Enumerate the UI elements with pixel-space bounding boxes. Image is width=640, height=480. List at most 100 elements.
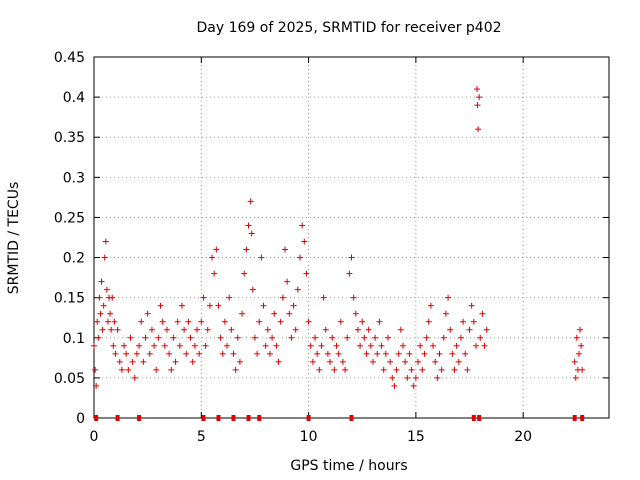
data-point [307, 342, 314, 349]
data-point [284, 278, 291, 285]
data-point [436, 350, 443, 357]
data-point [290, 302, 297, 309]
data-point [241, 270, 248, 277]
data-point [324, 350, 331, 357]
data-point [320, 294, 327, 301]
data-point [148, 326, 155, 333]
data-point [125, 366, 132, 373]
data-point [474, 86, 481, 93]
data-point [170, 334, 177, 341]
data-point [146, 350, 153, 357]
data-point [372, 334, 379, 341]
baseline-marker [477, 415, 482, 421]
data-point [449, 350, 456, 357]
data-point [138, 318, 145, 325]
data-point [412, 374, 419, 381]
y-tick-label: 0.15 [54, 291, 85, 307]
y-tick-label: 0.35 [54, 130, 85, 146]
data-point [176, 342, 183, 349]
data-point [445, 294, 452, 301]
data-point [178, 302, 185, 309]
data-point [357, 342, 364, 349]
data-point [577, 326, 584, 333]
baseline-marker [257, 415, 262, 421]
data-point [369, 358, 376, 365]
data-point [402, 358, 409, 365]
baseline-marker [216, 415, 221, 421]
data-point [234, 334, 241, 341]
data-point [572, 374, 579, 381]
data-point [266, 350, 273, 357]
data-point [92, 366, 99, 373]
y-tick-label: 0.3 [63, 170, 85, 186]
data-point [123, 350, 130, 357]
plot-frame [93, 56, 610, 419]
baseline-marker [201, 415, 206, 421]
data-point [318, 342, 325, 349]
data-point [211, 270, 218, 277]
data-point [451, 366, 458, 373]
data-point [256, 318, 263, 325]
data-point [104, 318, 111, 325]
data-point [327, 358, 334, 365]
x-axis-label: GPS time / hours [290, 458, 407, 474]
data-point [101, 254, 108, 261]
data-point [279, 294, 286, 301]
data-point [476, 94, 483, 101]
data-point [462, 350, 469, 357]
baseline-marker [137, 415, 142, 421]
data-point [575, 350, 582, 357]
data-point [466, 326, 473, 333]
data-point [131, 374, 138, 381]
data-point [213, 246, 220, 253]
y-tick-label: 0.2 [63, 251, 85, 267]
data-point [118, 366, 125, 373]
data-point [404, 374, 411, 381]
data-point [114, 326, 121, 333]
data-point [474, 102, 481, 109]
data-point [406, 350, 413, 357]
data-point [468, 302, 475, 309]
data-point [215, 302, 222, 309]
data-point [107, 310, 114, 317]
data-point [99, 326, 106, 333]
data-point [457, 334, 464, 341]
data-point [239, 310, 246, 317]
data-point [453, 342, 460, 349]
data-point [228, 326, 235, 333]
data-point [209, 254, 216, 261]
data-point [408, 366, 415, 373]
data-point [183, 350, 190, 357]
data-point [363, 350, 370, 357]
data-point [387, 358, 394, 365]
x-tick-label: 10 [300, 429, 318, 445]
data-point [202, 342, 209, 349]
data-point [423, 334, 430, 341]
data-point [100, 302, 107, 309]
data-point [579, 366, 586, 373]
data-point [94, 318, 101, 325]
data-point [248, 230, 255, 237]
data-point [204, 326, 211, 333]
data-point [275, 358, 282, 365]
data-point [288, 334, 295, 341]
data-point [206, 302, 213, 309]
baseline-marker [94, 415, 99, 421]
data-point [168, 366, 175, 373]
data-point [243, 246, 250, 253]
y-axis-label: SRMTID / TECUs [6, 182, 22, 295]
data-point [251, 334, 258, 341]
data-point [140, 358, 147, 365]
data-point [361, 334, 368, 341]
data-point [174, 318, 181, 325]
data-point [365, 326, 372, 333]
y-tick-label: 0.25 [54, 210, 85, 226]
data-point [277, 318, 284, 325]
data-point [281, 246, 288, 253]
data-point [430, 342, 437, 349]
data-point [185, 318, 192, 325]
data-point [133, 350, 140, 357]
data-point [198, 318, 205, 325]
x-tick-label: 0 [90, 429, 99, 445]
data-point [421, 350, 428, 357]
